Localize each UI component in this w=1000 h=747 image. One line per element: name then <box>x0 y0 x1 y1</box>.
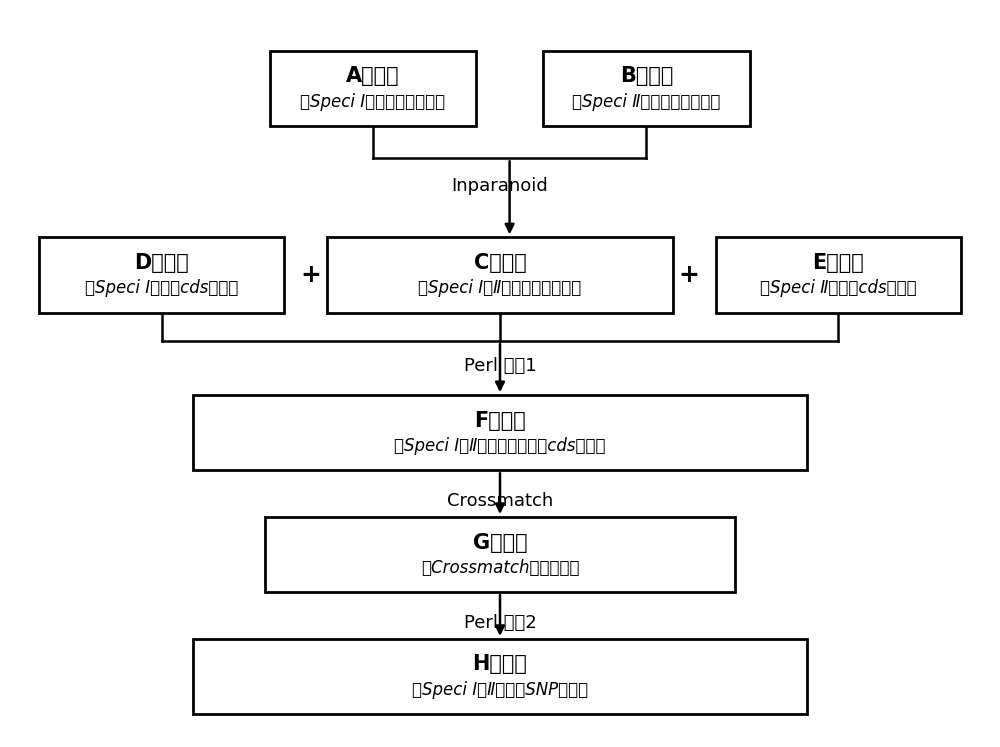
Text: （Speci Ⅰ和Ⅱ物种间SNP位点）: （Speci Ⅰ和Ⅱ物种间SNP位点） <box>412 681 588 699</box>
FancyBboxPatch shape <box>193 639 807 714</box>
Text: （Speci Ⅱ基因组蛋白序列）: （Speci Ⅱ基因组蛋白序列） <box>572 93 721 111</box>
Text: D数据集: D数据集 <box>134 252 189 273</box>
Text: Crossmatch: Crossmatch <box>447 492 553 510</box>
FancyBboxPatch shape <box>327 238 673 312</box>
Text: （Speci Ⅰ基因组cds序列）: （Speci Ⅰ基因组cds序列） <box>85 279 238 297</box>
Text: H数据集: H数据集 <box>473 654 527 675</box>
FancyBboxPatch shape <box>39 238 284 312</box>
Text: Perl 脚杲1: Perl 脚杲1 <box>464 357 536 375</box>
Text: （Speci Ⅰ和Ⅱ直系同源基因对）: （Speci Ⅰ和Ⅱ直系同源基因对） <box>418 279 582 297</box>
FancyBboxPatch shape <box>193 395 807 471</box>
FancyBboxPatch shape <box>270 51 476 126</box>
FancyBboxPatch shape <box>543 51 750 126</box>
FancyBboxPatch shape <box>716 238 961 312</box>
Text: G数据集: G数据集 <box>473 533 527 553</box>
Text: +: + <box>300 262 321 287</box>
Text: +: + <box>679 262 700 287</box>
Text: Perl 脚杲2: Perl 脚杲2 <box>464 614 536 632</box>
Text: （Speci Ⅰ基因组蛋白序列）: （Speci Ⅰ基因组蛋白序列） <box>300 93 445 111</box>
Text: （Crossmatch计算结果）: （Crossmatch计算结果） <box>421 559 579 577</box>
FancyBboxPatch shape <box>265 517 735 592</box>
Text: B数据集: B数据集 <box>620 66 673 87</box>
Text: （Speci Ⅰ和Ⅱ直系同源基因对cds序列）: （Speci Ⅰ和Ⅱ直系同源基因对cds序列） <box>394 437 606 455</box>
Text: C数据集: C数据集 <box>474 252 526 273</box>
Text: Inparanoid: Inparanoid <box>452 176 548 195</box>
Text: （Speci Ⅱ基因组cds序列）: （Speci Ⅱ基因组cds序列） <box>760 279 917 297</box>
Text: A数据集: A数据集 <box>346 66 400 87</box>
Text: E数据集: E数据集 <box>813 252 864 273</box>
Text: F数据集: F数据集 <box>474 411 526 430</box>
